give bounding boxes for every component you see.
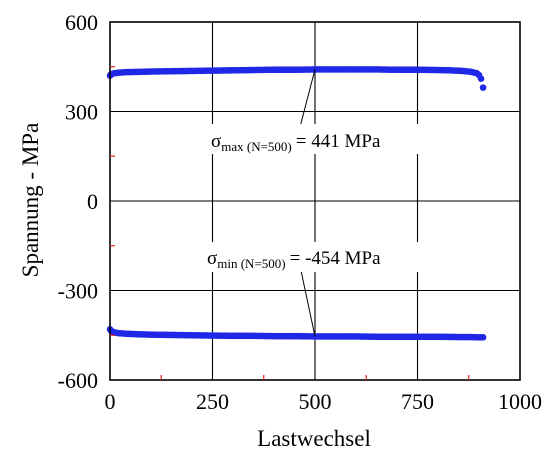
annotations: σmax (N=500) = 441 MPa σmin (N=500) = -454… (203, 124, 435, 272)
series-0 (106, 66, 487, 91)
x-tick-labels: 0 250 500 750 1000 (105, 389, 543, 414)
data-point (479, 84, 487, 91)
x-tick-label: 1000 (498, 389, 542, 414)
annotation-min-symbol: σ (207, 248, 217, 269)
data-point (477, 75, 485, 82)
annotation-leader-0 (299, 69, 316, 128)
y-tick-label: 0 (87, 189, 98, 214)
annotation-min-bg (203, 242, 435, 272)
tick-marks (110, 66, 470, 380)
annotation-max-value: = 441 MPa (296, 131, 381, 152)
y-tick-labels: 600 300 0 -300 -600 (58, 10, 98, 393)
points-layer (106, 66, 487, 341)
data-point (479, 334, 487, 341)
annotation-leaders (295, 69, 316, 337)
y-tick-label: -600 (58, 368, 98, 393)
annotation-min-value: = -454 MPa (290, 248, 382, 269)
annotation-min-subscript: min (N=500) (217, 256, 285, 271)
grid-layer (110, 22, 520, 380)
plot-frame (109, 21, 521, 381)
x-tick-label: 0 (105, 389, 116, 414)
x-tick-label: 500 (299, 389, 332, 414)
annotation-max: σmax (N=500) = 441 MPa (211, 131, 381, 154)
x-tick-label: 250 (196, 389, 229, 414)
y-tick-label: 600 (65, 10, 98, 35)
annotation-max-symbol: σ (211, 131, 221, 152)
x-tick-label: 750 (401, 389, 434, 414)
annotation-max-subscript: max (N=500) (221, 139, 292, 154)
y-tick-label: -300 (58, 279, 98, 304)
annotation-min: σmin (N=500) = -454 MPa (207, 248, 381, 271)
y-tick-label: 300 (65, 100, 98, 125)
annotation-max-bg (207, 124, 433, 154)
x-axis-label: Lastwechsel (257, 426, 371, 451)
series-1 (106, 325, 487, 341)
y-axis-label: Spannung - MPa (18, 123, 43, 278)
